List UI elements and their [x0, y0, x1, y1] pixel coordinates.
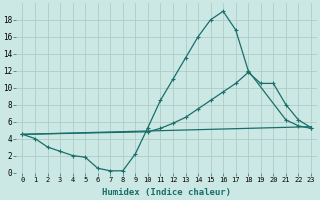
X-axis label: Humidex (Indice chaleur): Humidex (Indice chaleur)	[102, 188, 231, 197]
